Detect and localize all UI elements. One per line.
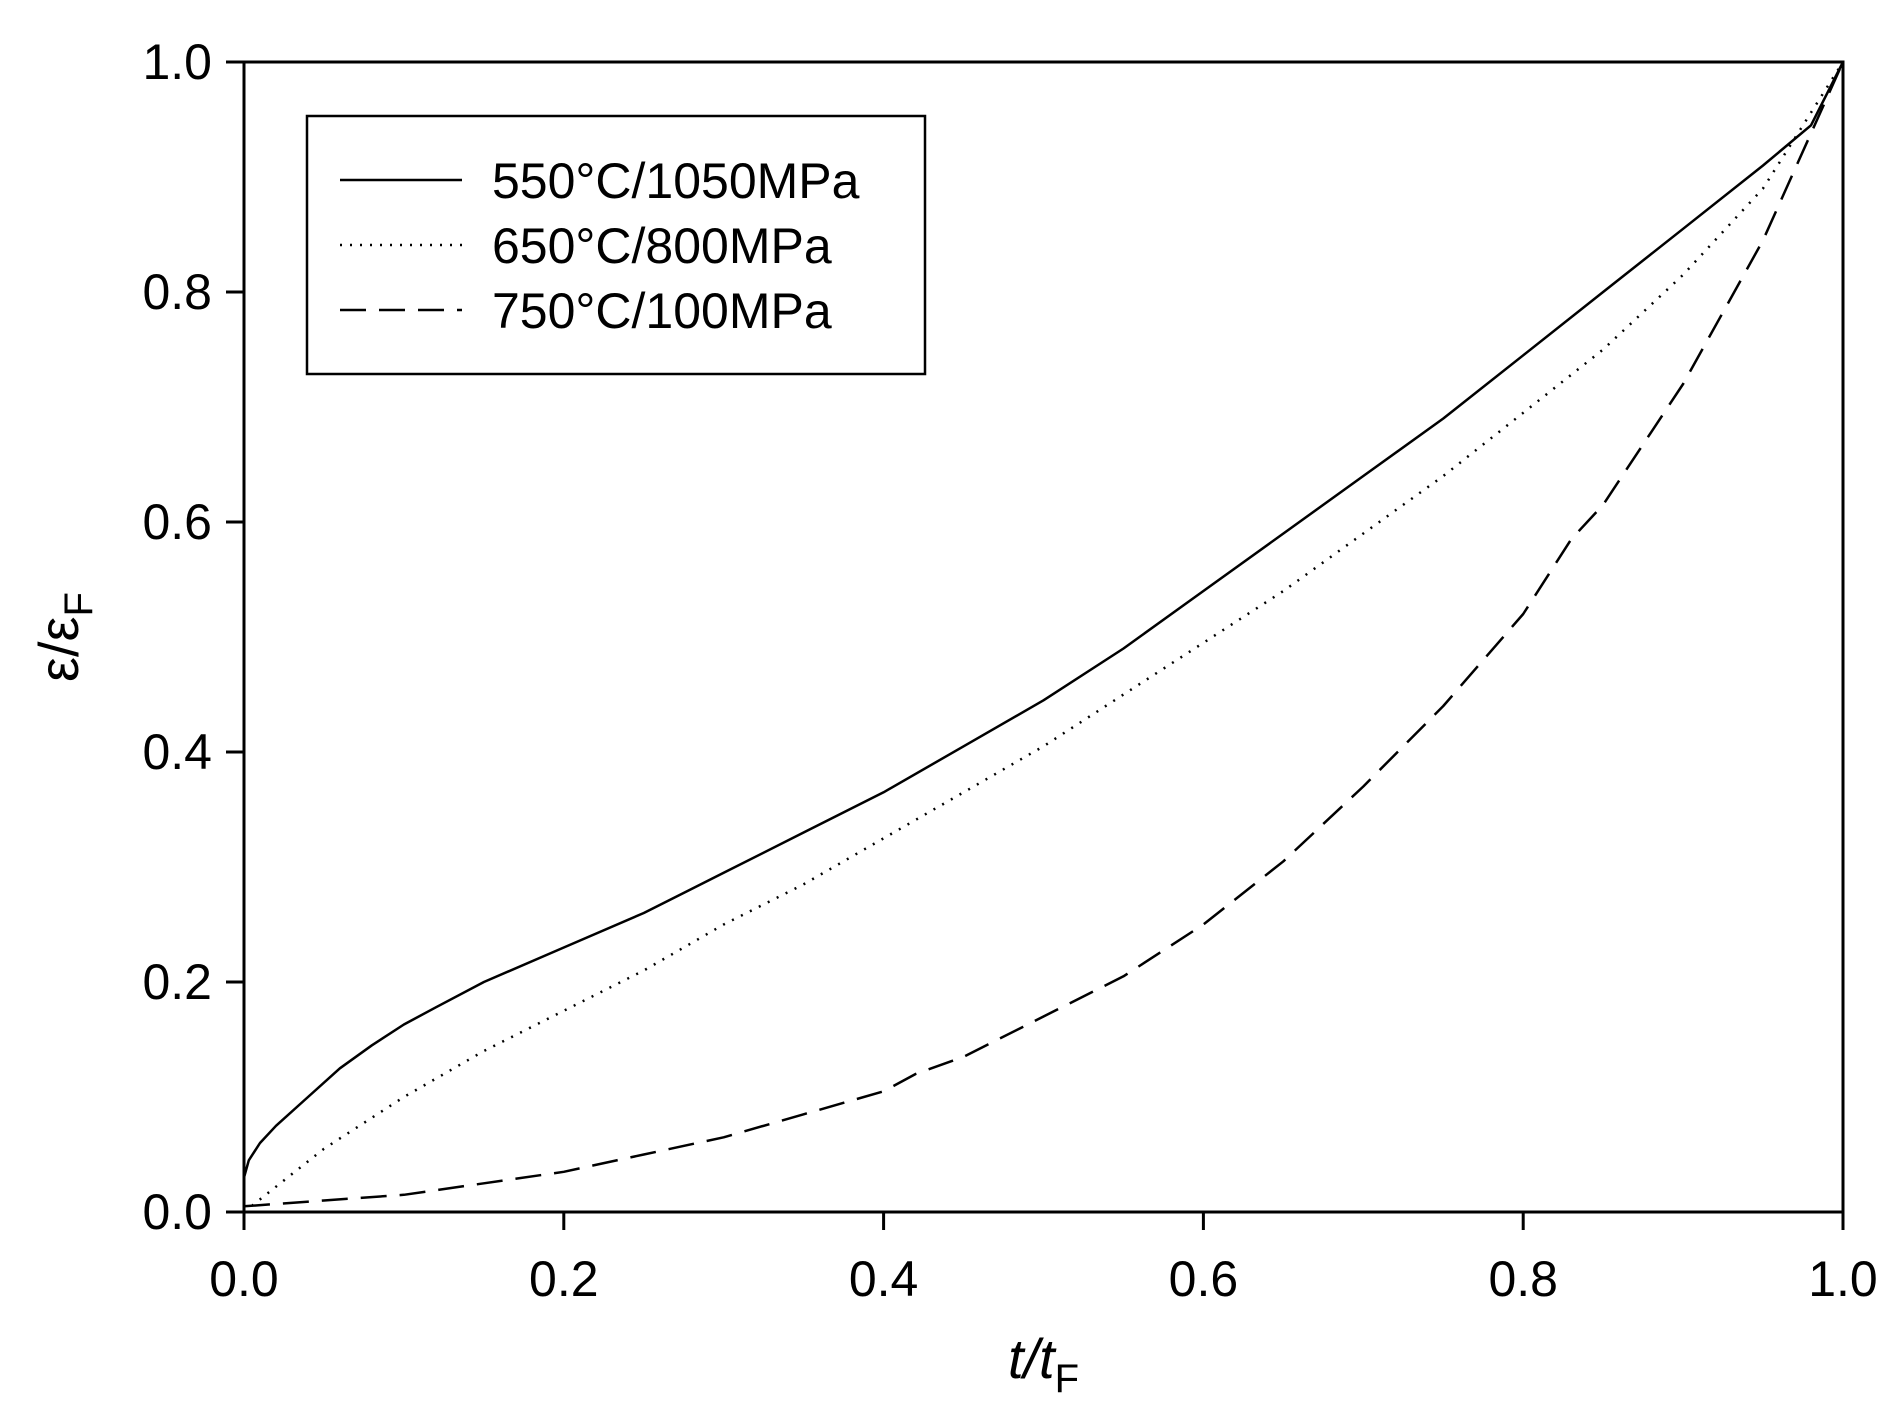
axes-group: 0.0 0.2 0.4 0.6 0.8 1.0 0.0 0.2 0.4 0.6 0.8 1.0	[142, 34, 1877, 1307]
y-axis-label: ε/εF	[27, 592, 101, 682]
x-axis-label: t/tF	[1008, 1327, 1079, 1401]
x-tick-label: 0.8	[1488, 1251, 1558, 1307]
x-tick-label: 0.4	[849, 1251, 919, 1307]
series-line-3	[243, 61, 1845, 1208]
y-tick-label: 0.6	[142, 494, 212, 550]
legend-label-1: 550°C/1050MPa	[492, 153, 860, 209]
x-tick-label: 1.0	[1808, 1251, 1878, 1307]
legend-label-2: 650°C/800MPa	[492, 218, 832, 274]
y-tick-label: 0.2	[142, 954, 212, 1010]
x-tick-label: 0.2	[529, 1251, 599, 1307]
series-group	[242, 61, 1845, 1213]
plot-frame	[242, 60, 1845, 1214]
legend: 550°C/1050MPa 650°C/800MPa 750°C/100MPa	[305, 114, 927, 376]
y-tick-label: 0.0	[142, 1184, 212, 1240]
x-tick-label: 0.6	[1169, 1251, 1239, 1307]
legend-label-3: 750°C/100MPa	[492, 283, 832, 339]
x-tick-label: 0.0	[209, 1251, 279, 1307]
y-tick-label: 1.0	[142, 34, 212, 90]
y-tick-label: 0.8	[142, 264, 212, 320]
series-line-1	[242, 61, 1845, 1178]
y-tick-label: 0.4	[142, 724, 212, 780]
